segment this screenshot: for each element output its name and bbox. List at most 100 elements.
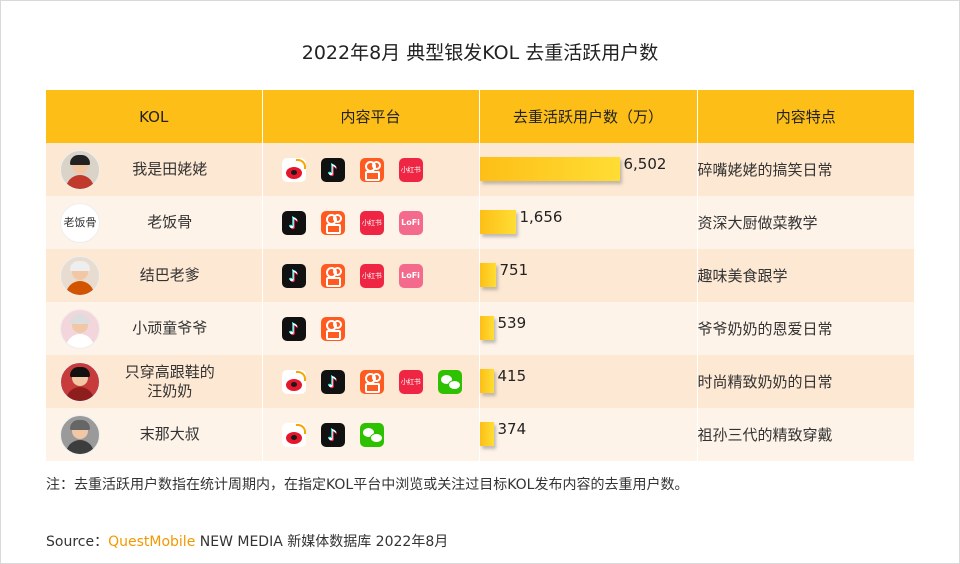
kol-name: 老饭骨	[147, 213, 193, 231]
chart-title: 2022年8月 典型银发KOL 去重活跃用户数	[301, 42, 659, 64]
wechat-icon[interactable]	[359, 422, 384, 447]
platform-icons: ♪	[263, 316, 479, 341]
bar-value-label: 415	[497, 367, 527, 385]
kol-table: KOL 内容平台 去重活跃用户数（万） 内容特点 我是田姥姥 ♪ 小红书 6,502 碎…	[46, 90, 914, 461]
kuaishou-shape	[325, 223, 341, 234]
douyin-icon[interactable]: ♪	[320, 422, 345, 447]
weibo-wave	[295, 158, 306, 169]
avatar-body	[66, 333, 94, 348]
platform-cell: ♪ 小红书 LoFi	[261, 249, 479, 302]
bar-mark	[479, 369, 494, 393]
bar-mark	[479, 157, 620, 181]
wechat-bubble	[447, 379, 461, 390]
kol-info: 小顽童爷爷	[46, 308, 262, 349]
xiaohongshu-icon[interactable]: 小红书	[398, 369, 423, 394]
platform-cell: ♪ 小红书	[261, 355, 479, 408]
avatar-hair	[70, 419, 90, 430]
bar-value-label: 1,656	[519, 208, 563, 226]
kol-cell: 末那大叔	[46, 408, 262, 461]
kol-info: 老饭骨 老饭骨	[46, 202, 262, 243]
avatar	[60, 361, 100, 402]
kol-name: 只穿高跟鞋的 汪奶奶	[124, 362, 215, 400]
source-text: NEW MEDIA 新媒体数据库 2022年8月	[195, 534, 449, 550]
kol-cell: 老饭骨 老饭骨	[46, 196, 262, 249]
avatar-logo-text: 老饭骨	[63, 216, 97, 229]
kol-name: 结巴老爹	[139, 266, 200, 284]
users-cell: 374	[478, 408, 697, 461]
kuaishou-shape	[325, 329, 341, 340]
wechat-bubble	[369, 432, 383, 443]
platform-cell: ♪ 小红书 LoFi	[261, 196, 479, 249]
platform-icons: ♪ 小红书	[263, 369, 479, 394]
wechat-bubble	[362, 427, 374, 437]
kuaishou-icon[interactable]	[359, 369, 384, 394]
lofter-icon[interactable]: LoFi	[398, 210, 423, 235]
xiaohongshu-glyph: 小红书	[400, 165, 421, 174]
douyin-glyph: ♪	[327, 425, 338, 444]
kuaishou-shape	[364, 382, 380, 393]
users-cell: 1,656	[478, 196, 697, 249]
feature-cell: 爷爷奶奶的恩爱日常	[696, 302, 914, 355]
kuaishou-icon[interactable]	[320, 316, 345, 341]
platform-cell: ♪	[261, 302, 479, 355]
lofter-icon[interactable]: LoFi	[398, 263, 423, 288]
xiaohongshu-icon[interactable]: 小红书	[398, 157, 423, 182]
xiaohongshu-icon[interactable]: 小红书	[359, 210, 384, 235]
douyin-icon[interactable]: ♪	[320, 157, 345, 182]
douyin-icon[interactable]: ♪	[281, 210, 306, 235]
xiaohongshu-glyph: 小红书	[400, 377, 421, 386]
lofter-glyph: LoFi	[401, 218, 420, 227]
weibo-icon[interactable]	[281, 157, 306, 182]
wechat-bubble	[440, 374, 452, 384]
kuaishou-icon[interactable]	[320, 263, 345, 288]
kuaishou-shape	[325, 276, 341, 287]
table-row: 老饭骨 老饭骨 ♪ 小红书 LoFi 1,656 资深大厨做菜教学	[46, 196, 914, 249]
header-feature: 内容特点	[696, 90, 914, 143]
bar-mark	[479, 210, 516, 234]
kuaishou-shape	[371, 372, 381, 382]
kuaishou-icon[interactable]	[320, 210, 345, 235]
douyin-glyph: ♪	[327, 372, 338, 391]
users-cell: 415	[478, 355, 697, 408]
feature-cell: 趣味美食跟学	[696, 249, 914, 302]
avatar-hair	[70, 366, 90, 377]
bar-mark	[479, 422, 494, 446]
kol-info: 只穿高跟鞋的 汪奶奶	[46, 361, 262, 402]
avatar-hair	[70, 313, 90, 324]
avatar: 老饭骨	[60, 202, 100, 243]
xiaohongshu-icon[interactable]: 小红书	[359, 263, 384, 288]
table-row: 只穿高跟鞋的 汪奶奶 ♪ 小红书 415 时尚精致奶奶的日常	[46, 355, 914, 408]
avatar	[60, 308, 100, 349]
avatar-body	[66, 386, 94, 401]
kuaishou-shape	[371, 160, 381, 170]
avatar-hair	[70, 154, 90, 165]
weibo-icon[interactable]	[281, 369, 306, 394]
wechat-icon[interactable]	[437, 369, 462, 394]
weibo-wave	[295, 423, 306, 434]
kol-info: 结巴老爹	[46, 255, 262, 296]
header-platform: 内容平台	[261, 90, 479, 143]
kol-name: 我是田姥姥	[132, 160, 208, 178]
douyin-glyph: ♪	[288, 213, 299, 232]
xiaohongshu-glyph: 小红书	[361, 271, 382, 280]
weibo-icon[interactable]	[281, 422, 306, 447]
bar-value-label: 374	[497, 420, 527, 438]
platform-cell: ♪ 小红书	[261, 143, 479, 196]
platform-icons: ♪ 小红书 LoFi	[263, 210, 479, 235]
header-kol: KOL	[46, 90, 262, 143]
lofter-glyph: LoFi	[401, 271, 420, 280]
kuaishou-icon[interactable]	[359, 157, 384, 182]
douyin-icon[interactable]: ♪	[281, 263, 306, 288]
footnote: 注：去重活跃用户数指在统计周期内，在指定KOL平台中浏览或关注过目标KOL发布内…	[46, 477, 689, 493]
kuaishou-shape	[332, 213, 342, 223]
feature-cell: 资深大厨做菜教学	[696, 196, 914, 249]
bar-value-label: 751	[499, 261, 529, 279]
weibo-eye	[285, 378, 302, 391]
table-body: 我是田姥姥 ♪ 小红书 6,502 碎嘴姥姥的搞笑日常老饭骨 老饭骨 ♪ 小红书 LoFi 1,6…	[46, 143, 914, 461]
users-cell: 6,502	[478, 143, 697, 196]
feature-cell: 碎嘴姥姥的搞笑日常	[696, 143, 914, 196]
kuaishou-shape	[332, 319, 342, 329]
douyin-icon[interactable]: ♪	[320, 369, 345, 394]
users-cell: 539	[478, 302, 697, 355]
douyin-icon[interactable]: ♪	[281, 316, 306, 341]
